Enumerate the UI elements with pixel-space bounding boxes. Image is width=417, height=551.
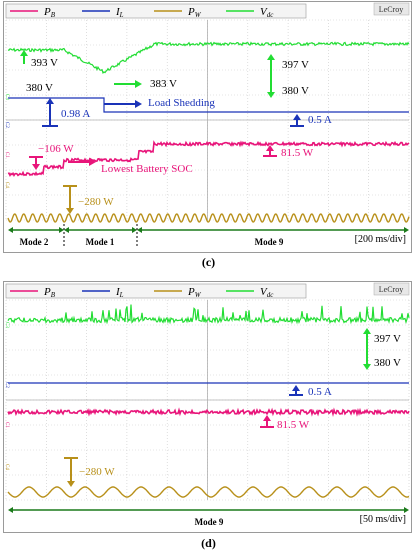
load-shed-arrow-head (135, 100, 142, 108)
label-05a-d: 0.5 A (308, 386, 332, 398)
caption-d: (d) (201, 536, 216, 550)
channel-marker: C3 (4, 94, 9, 100)
il-05-arrow-d-head (292, 385, 300, 391)
pw-trace-d (7, 486, 410, 498)
label-mode-2: Mode 2 (20, 237, 49, 247)
label-815w-d: 81.5 W (277, 419, 310, 431)
channel-marker: C2 (4, 382, 9, 388)
panel-d: PB IL PW Vdc LeCroy C3 C2 C1 C4 397 V 380 V 0.5 A 81… (0, 280, 417, 550)
legend-label-il: IL (115, 286, 124, 299)
vdc-380-arrow-head (267, 92, 275, 98)
channel-marker: C1 (4, 422, 9, 428)
logo-box (373, 2, 410, 16)
pw-280-arrow-d-head (67, 481, 75, 487)
channel-marker: C4 (4, 182, 9, 188)
vdc-380-arrow-d-head (363, 364, 371, 370)
label-neg106w: −106 W (38, 143, 74, 155)
label-timebase: [200 ms/div] (355, 234, 406, 245)
label-380v-d: 380 V (374, 357, 401, 369)
pw-280-arrow-head (66, 208, 74, 214)
il-098-arrow-head (46, 98, 54, 104)
label-mode-9-d: Mode 9 (195, 517, 224, 527)
channel-marker: C3 (4, 322, 9, 328)
panel-c: PB IL PW Vdc LeCroy C3 C2 C1 C4 393 V 380 V 383 V 39… (0, 0, 417, 269)
vdc-397-arrow-head (267, 54, 275, 60)
label-380v-b: 380 V (282, 85, 309, 97)
label-098a: 0.98 A (61, 108, 90, 120)
pb-106-arrow-head (32, 164, 40, 170)
label-timebase-d: [50 ms/div] (360, 514, 406, 525)
pb-trace-c (7, 140, 410, 178)
pb-815-arrow-d-head (263, 415, 271, 421)
label-lowest-soc: Lowest Battery SOC (101, 163, 193, 175)
channel-marker: C4 (4, 464, 9, 470)
label-load-shedding: Load Shedding (148, 97, 215, 109)
il-05-arrow-head (293, 114, 301, 120)
label-393v: 393 V (31, 57, 58, 69)
lecroy-logo: LeCroy (379, 285, 403, 294)
label-815w: 81.5 W (281, 147, 314, 159)
label-380v: 380 V (26, 82, 53, 94)
vdc-397-arrow-d-head (363, 328, 371, 334)
label-mode-9: Mode 9 (255, 237, 284, 247)
pb-trace-d (7, 407, 410, 417)
label-05a: 0.5 A (308, 114, 332, 126)
channel-marker: C2 (4, 122, 9, 128)
label-mode-1: Mode 1 (86, 237, 115, 247)
scope-screen-d: PB IL PW Vdc LeCroy C3 C2 C1 C4 397 V 380 V 0.5 A 81… (3, 281, 412, 533)
lecroy-logo: LeCroy (379, 5, 403, 14)
label-383v: 383 V (150, 78, 177, 90)
scope-screen-c: PB IL PW Vdc LeCroy C3 C2 C1 C4 393 V 380 V 383 V 39… (3, 1, 412, 253)
label-397v-d: 397 V (374, 333, 401, 345)
vdc-393-arrow-head (20, 50, 28, 56)
label-neg280w-d: −280 W (79, 466, 115, 478)
pb-815-arrow-head (266, 145, 274, 151)
legend-label-il: IL (115, 6, 124, 19)
vdc-383-arrow-head (135, 80, 142, 88)
logo-box (373, 282, 410, 296)
lowest-soc-arrow-head (89, 158, 96, 166)
label-neg280w: −280 W (78, 196, 114, 208)
channel-marker: C1 (4, 152, 9, 158)
caption-c: (c) (201, 255, 216, 269)
label-397v: 397 V (282, 59, 309, 71)
vdc-trace-d (7, 304, 410, 325)
vdc-trace-c (7, 41, 410, 75)
pw-trace-c (7, 213, 410, 223)
